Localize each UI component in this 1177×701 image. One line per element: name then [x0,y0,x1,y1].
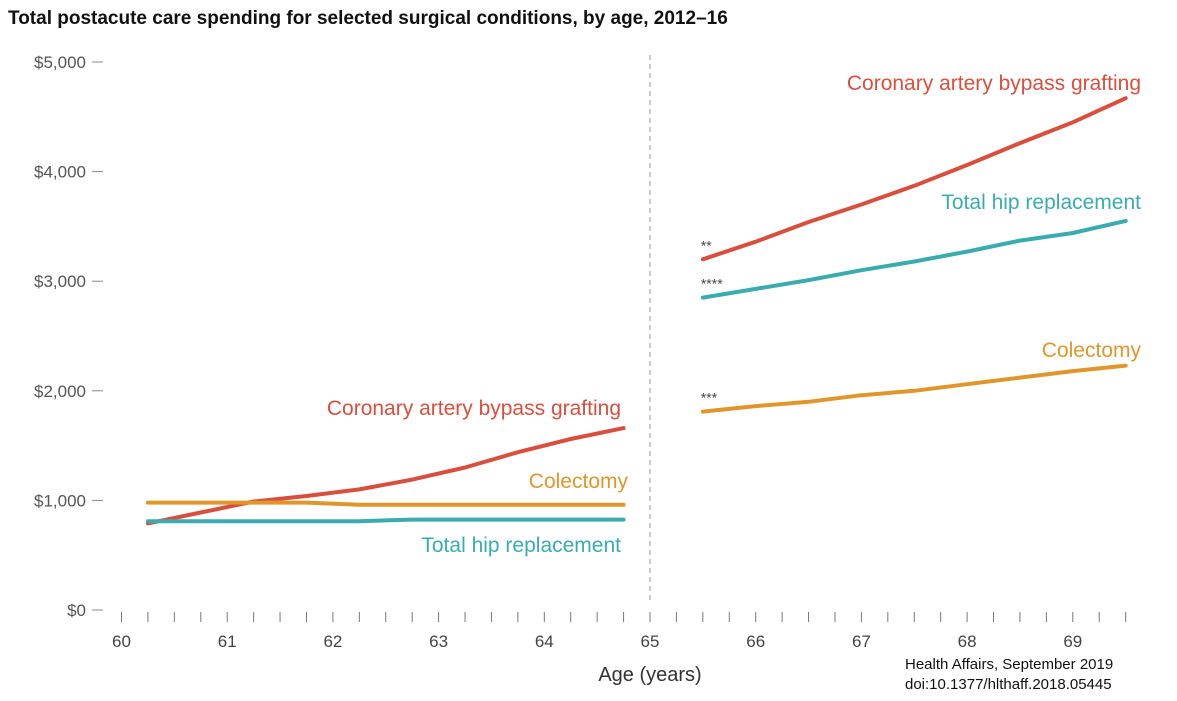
series-label-total-hip-replacement: Total hip replacement [421,534,621,557]
credit-journal: Health Affairs, September 2019 [905,656,1114,673]
x-tick-label: 60 [112,632,131,651]
x-tick-label: 64 [535,632,554,651]
credit-doi: doi:10.1377/hlthaff.2018.05445 [905,676,1112,693]
total-hip-replacement-line-65-plus [700,218,1128,300]
y-tick-label: $4,000 [34,163,86,182]
series-label-colectomy: Colectomy [529,470,629,493]
series-label-coronary-artery-bypass-grafting: Coronary artery bypass grafting [847,72,1141,95]
coronary-artery-bypass-grafting-line-under-65 [145,426,626,526]
significance-marker: **** [701,276,723,292]
source-credit: Health Affairs, September 2019 doi:10.13… [905,655,1113,695]
x-tick-label: 68 [958,632,977,651]
x-tick-label: 63 [429,632,448,651]
significance-marker: *** [701,390,718,406]
significance-marker: ** [701,237,712,253]
total-hip-replacement-line-under-65 [145,517,626,524]
y-tick-label: $2,000 [34,382,86,401]
y-tick-label: $5,000 [34,53,86,72]
y-tick-label: $0 [67,601,86,620]
y-tick-label: $3,000 [34,272,86,291]
x-tick-label: 61 [218,632,237,651]
series-label-coronary-artery-bypass-grafting: Coronary artery bypass grafting [327,397,621,420]
x-tick-label: 69 [1063,632,1082,651]
y-tick-label: $1,000 [34,491,86,510]
colectomy-line-65-plus [700,363,1128,414]
x-tick-label: 62 [323,632,342,651]
x-tick-label: 67 [852,632,871,651]
coronary-artery-bypass-grafting-line-65-plus [700,96,1128,262]
series-label-total-hip-replacement: Total hip replacement [941,191,1141,214]
colectomy-line-under-65 [145,500,626,507]
series-label-colectomy: Colectomy [1042,339,1142,362]
x-tick-label: 66 [746,632,765,651]
x-axis-title: Age (years) [598,664,701,686]
x-tick-label: 65 [641,632,660,651]
chart-title: Total postacute care spending for select… [8,8,728,29]
